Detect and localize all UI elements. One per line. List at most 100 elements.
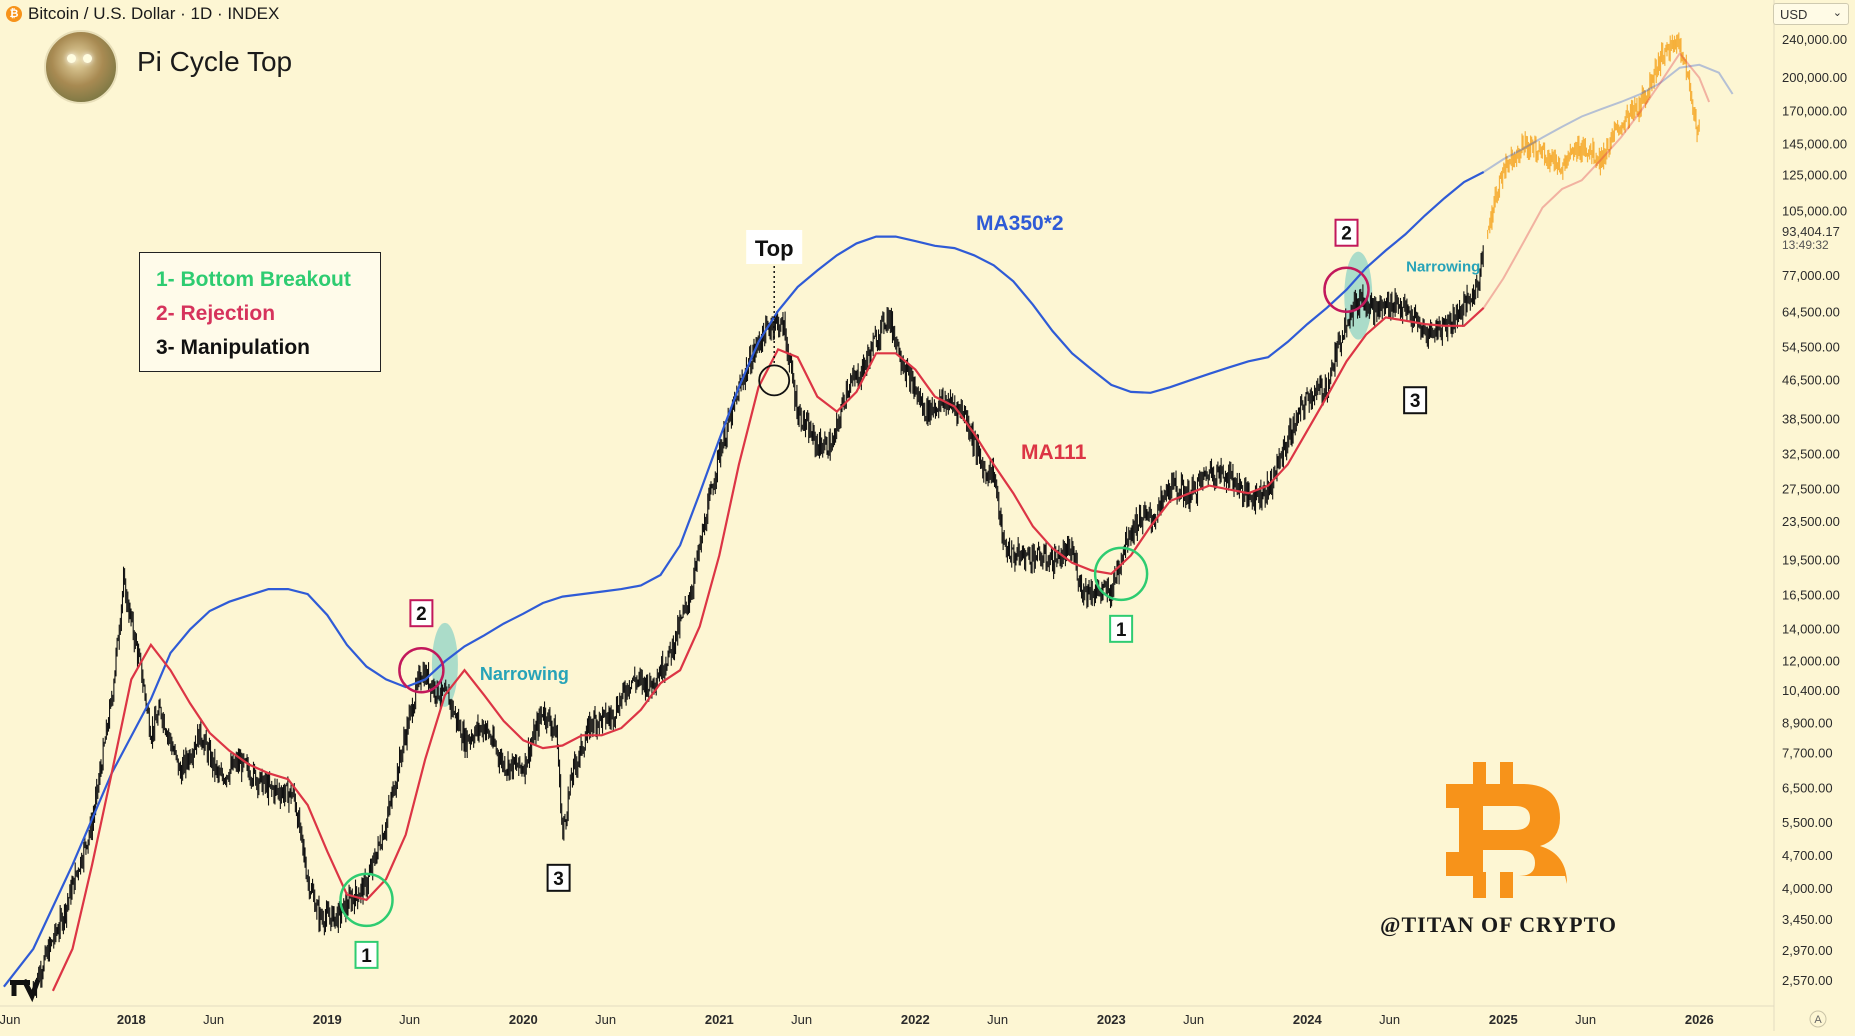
time-tick-label: 2019	[313, 1012, 342, 1027]
time-tick-label: 2025	[1489, 1012, 1518, 1027]
symbol-header[interactable]: ₿ Bitcoin / U.S. Dollar · 1D · INDEX	[6, 4, 279, 24]
b-logo-bottom-tick-right	[1500, 872, 1513, 898]
manipulation-badge-label: 3	[553, 869, 564, 890]
ma350x2-label: MA350*2	[976, 212, 1064, 235]
ma350x2-line-projection	[1483, 63, 1734, 173]
breakout-badge-label: 1	[1116, 620, 1127, 641]
price-tick-label: 4,000.00	[1782, 881, 1833, 896]
time-axis-labels: Jun 2018 Jun 2019 Jun 2020 Jun 2021 Jun 2022 Jun 20…	[0, 1012, 1714, 1027]
symbol-title[interactable]: Bitcoin / U.S. Dollar · 1D · INDEX	[28, 4, 280, 23]
currency-select[interactable]: USD ⌄	[1773, 3, 1849, 25]
price-tick-label: 2,970.00	[1782, 943, 1833, 958]
price-tick-label: 105,000.00	[1782, 203, 1847, 218]
time-tick-label: Jun	[1183, 1012, 1204, 1027]
time-tick-label: Jun	[987, 1012, 1008, 1027]
tradingview-logo-icon	[10, 978, 41, 1003]
price-axis-panel[interactable]	[1774, 0, 1855, 1031]
b-logo-top-tick-left	[1473, 762, 1486, 788]
watermark: @TITAN OF CRYPTO	[1380, 912, 1617, 937]
narrowing-zones	[431, 251, 1373, 707]
price-tick-label: 19,500.00	[1782, 553, 1840, 568]
chevron-down-icon: ⌄	[1832, 7, 1842, 19]
price-tick-label: 64,500.00	[1782, 305, 1840, 320]
annotations: 1 2 Narrowing 3 Top MA350*2 MA111 1 2 Narrowing 3	[339, 212, 1480, 969]
legend-item-manipulation: 3- Manipulation	[156, 336, 310, 359]
price-tick-label: 23,500.00	[1782, 514, 1840, 529]
avatar-eye-left	[67, 54, 76, 63]
legend-box: 1- Bottom Breakout 2- Rejection 3- Manip…	[139, 252, 381, 372]
price-tick-label: 5,500.00	[1782, 815, 1833, 830]
time-tick-label: 2020	[509, 1012, 538, 1027]
time-tick-label: 2023	[1097, 1012, 1126, 1027]
time-tick-label: 2024	[1293, 1012, 1323, 1027]
last-price: 93,404.17	[1782, 224, 1840, 239]
b-logo-top-tick-right	[1500, 762, 1513, 788]
price-tick-label: 77,000.00	[1782, 268, 1840, 283]
narrowing-label: Narrowing	[1406, 259, 1480, 276]
top-label: Top	[755, 236, 794, 261]
price-tick-label: 7,700.00	[1782, 745, 1833, 760]
price-tick-label: 38,500.00	[1782, 412, 1840, 427]
time-tick-label: Jun	[0, 1012, 20, 1027]
legend-item-rejection: 2- Rejection	[156, 302, 276, 325]
price-tick-label: 145,000.00	[1782, 137, 1847, 152]
price-tick-label: 12,000.00	[1782, 653, 1840, 668]
auto-scale-label[interactable]: A	[1814, 1014, 1822, 1026]
rejection-badge	[1334, 218, 1359, 247]
last-price-box	[1776, 221, 1853, 253]
narrowing-label: Narrowing	[480, 664, 569, 684]
price-tick-label: 16,500.00	[1782, 587, 1840, 602]
last-price-tag: 93,404.17 13:49:32	[1776, 221, 1853, 253]
time-tick-label: 2018	[117, 1012, 146, 1027]
price-tick-label: 27,500.00	[1782, 481, 1840, 496]
manipulation-badge	[546, 863, 571, 892]
price-tick-label: 8,900.00	[1782, 715, 1833, 730]
time-tick-label: 2022	[901, 1012, 930, 1027]
time-tick-label: Jun	[203, 1012, 224, 1027]
time-tick-label: Jun	[595, 1012, 616, 1027]
time-tick-label: Jun	[791, 1012, 812, 1027]
tv-logo-mark	[11, 978, 41, 1003]
price-tick-label: 170,000.00	[1782, 104, 1847, 119]
bitcoin-coin-icon: ₿	[6, 6, 22, 22]
ma111-line	[51, 306, 1485, 992]
currency-value: USD	[1780, 7, 1808, 22]
top-label-box	[746, 230, 803, 264]
price-tick-label: 46,500.00	[1782, 372, 1840, 387]
indicator-title: Pi Cycle Top	[137, 46, 293, 77]
price-tick-label: 32,500.00	[1782, 447, 1840, 462]
countdown: 13:49:32	[1782, 238, 1829, 252]
rejection-badge	[409, 599, 434, 628]
time-tick-label: Jun	[1379, 1012, 1400, 1027]
auto-scale-button[interactable]: A	[1809, 1010, 1827, 1028]
breakout-badge	[1109, 614, 1134, 643]
time-tick-label: 2026	[1685, 1012, 1714, 1027]
moving-average-lines	[3, 51, 1734, 992]
price-tick-label: 3,450.00	[1782, 912, 1833, 927]
ma111-line-projection	[1482, 51, 1711, 309]
price-tick-label: 4,700.00	[1782, 848, 1833, 863]
ma111-label: MA111	[1021, 441, 1087, 464]
author-avatar-icon	[44, 30, 118, 104]
price-tick-label: 14,000.00	[1782, 621, 1840, 636]
legend-item-bottom-breakout: 1- Bottom Breakout	[156, 268, 351, 291]
price-axis-labels: 240,000.00 200,000.00 170,000.00 145,000.00…	[1782, 32, 1847, 988]
manipulation-badge-label: 3	[1410, 391, 1421, 412]
breakout-badge	[354, 940, 379, 969]
auto-scale-ring	[1809, 1010, 1827, 1028]
tv-logo-bar	[10, 980, 30, 985]
projection-series	[1487, 32, 1700, 239]
ma350x2-line	[3, 171, 1485, 988]
avatar-eye-right	[83, 54, 92, 63]
time-tick-label: 2021	[705, 1012, 734, 1027]
price-tick-label: 200,000.00	[1782, 70, 1847, 85]
rejection-circle	[1323, 266, 1370, 313]
breakout-circle	[1093, 546, 1149, 602]
top-circle	[758, 364, 791, 397]
time-tick-label: Jun	[1575, 1012, 1596, 1027]
price-tick-label: 54,500.00	[1782, 339, 1840, 354]
price-tick-label: 6,500.00	[1782, 781, 1833, 796]
breakout-circle	[339, 872, 394, 928]
